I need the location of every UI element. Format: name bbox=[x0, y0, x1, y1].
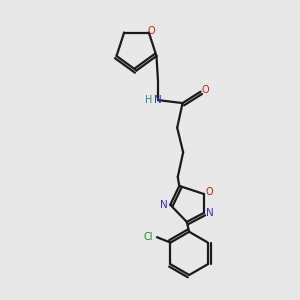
Text: N: N bbox=[160, 200, 168, 210]
Text: Cl: Cl bbox=[144, 232, 153, 242]
Text: H: H bbox=[145, 95, 152, 105]
Text: O: O bbox=[206, 187, 213, 196]
Text: N: N bbox=[206, 208, 214, 218]
Text: O: O bbox=[147, 26, 155, 36]
Text: O: O bbox=[202, 85, 209, 95]
Text: N: N bbox=[154, 95, 162, 105]
